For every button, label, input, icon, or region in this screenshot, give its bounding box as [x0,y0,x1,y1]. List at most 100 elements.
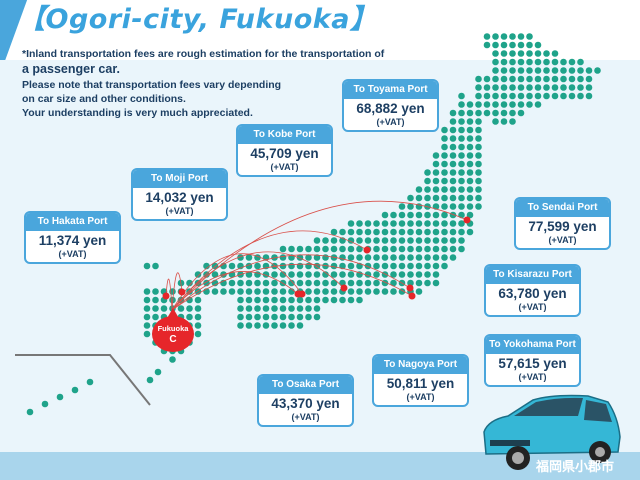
map-dot [71,386,79,394]
map-dot [313,237,321,244]
map-dot [449,211,457,219]
map-dot [424,177,431,185]
map-dot [500,41,508,49]
route-arc [171,251,345,311]
map-dot [475,118,482,125]
map-dot [517,33,525,40]
map-dot [577,75,584,83]
map-dot [322,262,329,270]
map-dot [373,220,380,227]
map-dot [356,220,363,227]
map-dot [237,305,244,312]
map-dot [449,160,457,168]
map-dot [543,84,550,91]
map-dot [500,75,508,83]
map-dot [534,92,542,100]
map-dot [313,271,321,278]
map-dot [211,271,219,278]
map-dot [407,203,414,210]
map-dot [492,58,499,66]
map-dot [585,92,593,100]
port-fee: 45,709 yen [250,146,319,161]
map-dot [517,101,525,108]
map-dot [475,152,482,159]
port-fee: 43,370 yen [271,396,340,411]
map-dot [432,245,440,253]
map-dot [194,330,202,338]
map-dot [211,288,219,295]
map-dot [313,279,321,287]
port-name: To Yokohama Port [486,336,579,354]
map-dot [154,368,162,376]
map-dot [534,67,542,74]
map-dot [466,135,474,142]
map-dot [262,279,270,287]
map-dot [330,245,338,253]
map-dot [509,109,516,117]
map-dot [271,279,278,287]
map-dot [526,101,533,108]
map-dot [381,288,389,295]
map-dot [458,126,465,134]
map-dot [143,313,151,321]
map-dot [432,177,440,185]
map-dot [186,288,193,295]
map-dot [169,356,176,363]
map-dot [330,237,338,244]
map-dot [500,101,508,108]
map-dot [483,84,491,91]
map-dot [398,254,406,261]
map-dot [186,305,193,312]
port-fee: 77,599 yen [528,219,597,234]
map-dot [500,50,508,57]
map-dot [322,279,329,287]
map-dot [432,169,440,176]
map-dot [160,305,168,312]
map-dot [26,408,34,416]
map-dot [475,126,482,134]
map-dot [415,271,423,278]
map-dot [364,279,372,287]
map-dot [594,67,601,74]
map-dot [449,135,457,142]
map-dot [186,296,193,304]
map-dot [279,322,287,329]
port-name: To Kobe Port [238,126,331,144]
map-dot [441,228,448,236]
map-dot [228,288,236,295]
map-dot [279,313,287,321]
map-dot [458,194,465,202]
map-dot [458,135,465,142]
route-arc [171,253,303,311]
map-dot [220,288,227,295]
route-arc [171,263,413,311]
map-dot [466,126,474,134]
map-dot [339,271,346,278]
map-dot [296,271,304,278]
map-dot [381,211,389,219]
map-dot [143,322,151,329]
map-dot [458,245,465,253]
map-dot [339,245,346,253]
port-box-osaka: To Osaka Port 43,370 yen (+VAT) [257,374,354,427]
map-dot [509,118,516,125]
map-dot [543,58,550,66]
map-dot [449,109,457,117]
map-dot [509,67,516,74]
map-dot [475,101,482,108]
port-name: To Kisarazu Port [486,266,579,284]
map-dot [577,92,584,100]
map-dot [390,228,397,236]
map-dot [347,254,355,261]
map-dot [441,203,448,210]
map-dot [492,84,499,91]
port-dot [162,292,170,300]
map-dot [449,143,457,151]
map-dot [373,254,380,261]
map-dot [407,220,414,227]
map-dot [194,305,202,312]
map-dot [228,279,236,287]
map-dot [526,67,533,74]
map-dot [186,313,193,321]
map-dot [500,92,508,100]
